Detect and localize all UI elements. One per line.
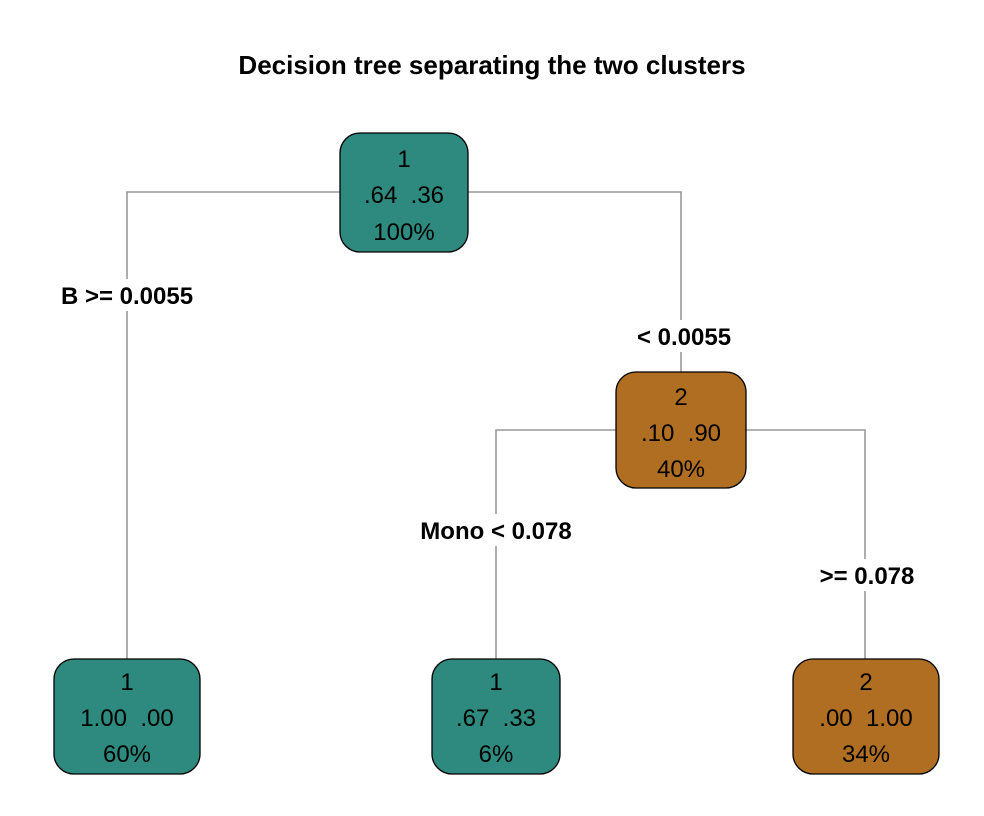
split-label-root-left: B >= 0.0055: [40, 279, 214, 311]
edge-right-right: [746, 429, 866, 660]
edge-right-left: [495, 429, 616, 660]
split-label-root-right: < 0.0055: [620, 320, 742, 352]
node-root-probs: .64 .36: [364, 182, 444, 209]
node-leaf-b-probs: .67 .33: [456, 705, 536, 732]
edge-root-left: [126, 191, 340, 660]
node-leaf-c: 2 .00 1.00 34%: [792, 658, 940, 775]
node-leaf-b-class: 1: [489, 669, 502, 696]
node-root-class: 1: [397, 146, 410, 173]
split-text-mono-lt: Mono < 0.078: [420, 518, 571, 545]
node-leaf-b-pct: 6%: [479, 741, 514, 768]
split-label-right-right: >= 0.078: [804, 559, 930, 591]
node-right-box: [615, 371, 747, 489]
split-label-right-left: Mono < 0.078: [398, 514, 594, 546]
node-root: 1 .64 .36 100%: [339, 132, 469, 253]
diagram-title: Decision tree separating the two cluster…: [238, 50, 745, 80]
split-text-mono-ge: >= 0.078: [820, 563, 915, 590]
node-leaf-c-probs: .00 1.00: [819, 705, 912, 732]
node-leaf-a-pct: 60%: [103, 741, 151, 768]
node-right-probs: .10 .90: [641, 420, 721, 447]
node-root-box: [339, 132, 469, 253]
node-leaf-a-box: [53, 658, 201, 775]
node-right-class: 2: [674, 384, 687, 411]
node-leaf-a: 1 1.00 .00 60%: [53, 658, 201, 775]
split-text-b-lt: < 0.0055: [637, 324, 731, 351]
split-text-b-ge: B >= 0.0055: [61, 283, 193, 310]
node-right-pct: 40%: [657, 456, 705, 483]
node-right: 2 .10 .90 40%: [615, 371, 747, 489]
node-leaf-b: 1 .67 .33 6%: [431, 658, 561, 775]
node-leaf-c-class: 2: [859, 669, 872, 696]
node-leaf-a-class: 1: [120, 669, 133, 696]
node-leaf-c-box: [792, 658, 940, 775]
node-leaf-c-pct: 34%: [842, 741, 890, 768]
node-leaf-a-probs: 1.00 .00: [80, 705, 173, 732]
node-leaf-b-box: [431, 658, 561, 775]
node-root-pct: 100%: [373, 219, 434, 246]
edge-root-right: [468, 191, 682, 373]
